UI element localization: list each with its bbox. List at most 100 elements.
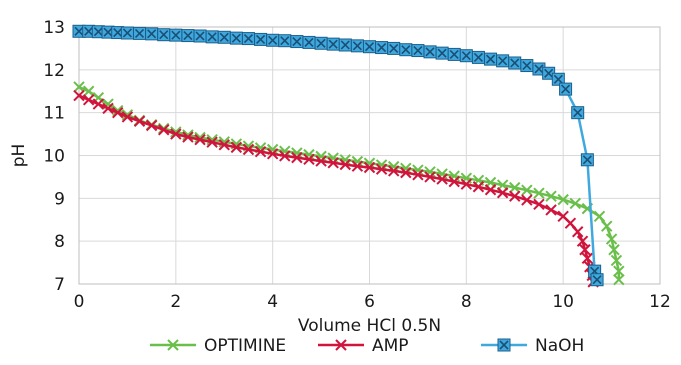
data-point bbox=[559, 82, 573, 96]
data-point bbox=[610, 254, 623, 267]
data-point bbox=[145, 27, 159, 41]
data-point bbox=[326, 37, 340, 51]
data-point bbox=[601, 220, 613, 232]
data-point bbox=[533, 187, 545, 199]
data-point bbox=[375, 41, 389, 55]
data-point bbox=[545, 190, 557, 202]
data-point bbox=[545, 204, 557, 216]
legend-label: AMP bbox=[372, 336, 409, 356]
data-point bbox=[82, 94, 95, 106]
x-tick-label: 8 bbox=[461, 292, 472, 312]
data-point bbox=[447, 47, 461, 61]
data-point bbox=[254, 32, 268, 46]
data-point bbox=[120, 26, 134, 40]
data-point bbox=[460, 178, 473, 190]
data-point bbox=[170, 128, 182, 140]
data-point bbox=[496, 54, 510, 68]
data-point bbox=[241, 32, 255, 46]
data-point bbox=[82, 24, 96, 38]
data-point bbox=[102, 102, 114, 115]
data-point bbox=[302, 35, 316, 49]
data-point bbox=[350, 39, 364, 53]
y-tick-label: 12 bbox=[43, 61, 65, 81]
legend-marker bbox=[497, 338, 511, 352]
data-point bbox=[569, 197, 581, 210]
y-axis-title: pH bbox=[9, 144, 29, 168]
data-point bbox=[278, 34, 292, 48]
data-point bbox=[217, 30, 231, 44]
data-point bbox=[194, 133, 206, 146]
data-point bbox=[338, 38, 352, 52]
data-point bbox=[521, 184, 533, 196]
legend-item-amp: AMP bbox=[318, 336, 409, 356]
data-point bbox=[613, 274, 625, 286]
data-point bbox=[254, 145, 267, 158]
data-point bbox=[388, 165, 400, 177]
series-line bbox=[78, 85, 621, 280]
data-point bbox=[571, 226, 584, 238]
data-point bbox=[424, 171, 436, 183]
data-point bbox=[229, 31, 243, 45]
data-point bbox=[435, 46, 449, 60]
data-point bbox=[521, 194, 533, 206]
data-point bbox=[472, 181, 485, 193]
data-point bbox=[73, 81, 85, 93]
data-point bbox=[242, 143, 255, 156]
data-point bbox=[290, 35, 304, 49]
data-point bbox=[508, 56, 522, 70]
x-axis-title: Volume HCl 0.5N bbox=[298, 316, 441, 336]
data-point bbox=[580, 153, 594, 167]
x-tick-label: 0 bbox=[74, 292, 85, 312]
data-point bbox=[533, 198, 545, 211]
data-point bbox=[112, 106, 124, 119]
data-point bbox=[266, 148, 279, 160]
data-point bbox=[412, 169, 424, 181]
data-point bbox=[169, 28, 183, 42]
data-point bbox=[73, 89, 85, 102]
data-point bbox=[205, 30, 219, 44]
data-point bbox=[92, 98, 105, 110]
plot-area bbox=[78, 26, 661, 285]
data-point bbox=[315, 155, 327, 167]
data-point bbox=[327, 157, 339, 169]
data-point bbox=[509, 181, 521, 194]
data-point bbox=[145, 119, 158, 132]
data-point bbox=[266, 33, 280, 47]
data-point bbox=[590, 273, 604, 287]
legend-label: OPTIMINE bbox=[204, 336, 286, 356]
data-point bbox=[605, 233, 618, 245]
data-point bbox=[303, 153, 315, 166]
data-point bbox=[484, 52, 498, 66]
data-point bbox=[181, 29, 195, 43]
series-layer bbox=[72, 24, 625, 288]
data-point bbox=[72, 24, 86, 38]
x-tick-label: 10 bbox=[552, 292, 574, 312]
data-point bbox=[158, 124, 170, 136]
y-tick-label: 10 bbox=[43, 147, 65, 167]
legend-marker bbox=[335, 339, 347, 351]
data-point bbox=[182, 131, 194, 143]
data-point bbox=[133, 115, 146, 127]
data-point bbox=[608, 244, 620, 256]
data-point bbox=[571, 106, 585, 120]
data-point bbox=[339, 158, 351, 171]
data-point bbox=[593, 210, 606, 223]
data-point bbox=[399, 43, 413, 57]
data-point bbox=[193, 29, 207, 43]
data-point bbox=[471, 50, 485, 64]
y-axis-tick-labels: 7 8 9 10 11 12 13 bbox=[43, 18, 65, 295]
data-point bbox=[520, 59, 534, 73]
data-point bbox=[363, 161, 376, 174]
data-point bbox=[551, 72, 565, 86]
y-tick-label: 8 bbox=[54, 232, 65, 252]
data-point bbox=[400, 166, 412, 179]
data-point bbox=[613, 265, 625, 277]
data-point bbox=[496, 187, 509, 199]
data-point bbox=[557, 193, 569, 206]
data-point bbox=[484, 184, 497, 196]
data-point bbox=[375, 163, 388, 175]
data-point bbox=[133, 26, 147, 40]
data-point bbox=[121, 111, 134, 123]
data-point bbox=[581, 252, 594, 265]
data-point bbox=[291, 151, 303, 164]
